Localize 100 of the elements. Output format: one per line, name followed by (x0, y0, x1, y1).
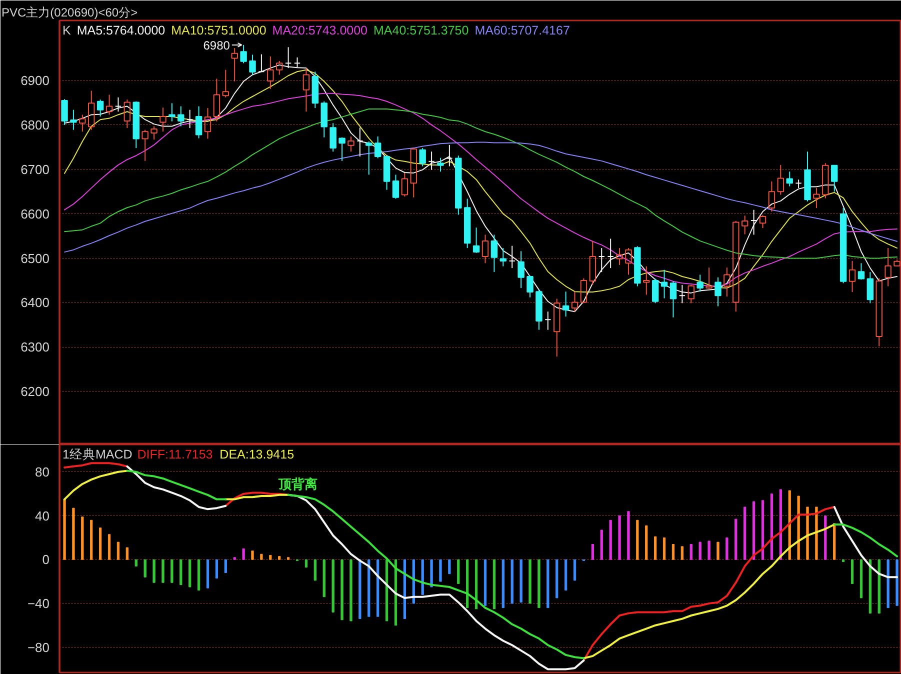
y-tick-label: 6500 (20, 250, 50, 266)
bar (188, 559, 192, 588)
candlestick (195, 106, 202, 139)
candlestick (168, 102, 176, 122)
bar (556, 559, 558, 598)
bar (116, 542, 120, 560)
bar (502, 559, 504, 608)
annotation: 顶背离 (277, 476, 318, 492)
bar (564, 559, 568, 591)
bar (492, 559, 496, 610)
bar (90, 520, 93, 560)
candlestick (750, 209, 758, 236)
bar (690, 544, 692, 560)
bar (448, 559, 451, 574)
legend-title: 1经典MACD (62, 448, 132, 462)
bar (716, 542, 720, 560)
candlestick (508, 245, 516, 269)
bar (734, 518, 738, 560)
bar (546, 559, 550, 608)
candlestick (428, 151, 435, 170)
bar (538, 559, 540, 608)
candlestick (312, 71, 319, 109)
bar (484, 559, 487, 606)
candlestick (88, 90, 95, 130)
bar (304, 559, 308, 568)
bar (72, 508, 75, 560)
bar (636, 520, 639, 560)
bar (698, 542, 702, 560)
bar (63, 499, 66, 560)
bar (242, 548, 245, 560)
bar (439, 559, 442, 582)
bar (162, 559, 164, 583)
y-tick-label: 6400 (20, 295, 50, 310)
bar (170, 559, 174, 583)
text: DEA:13.9415 (220, 448, 294, 462)
bar (108, 534, 111, 560)
bar (520, 559, 522, 603)
text: MA10:5751.0000 (171, 24, 266, 38)
bar (815, 506, 818, 560)
bar (278, 556, 281, 560)
bar (824, 516, 827, 560)
bar (340, 559, 344, 620)
y-tick-label: 6800 (20, 117, 50, 132)
bar (878, 559, 880, 614)
candlestick (186, 109, 194, 129)
y-tick-label: −40 (27, 596, 50, 611)
bar (260, 554, 263, 560)
bar (744, 506, 746, 560)
chart-title: PVC主力(020690)<60分> (2, 6, 138, 20)
bar (662, 537, 666, 560)
bar (358, 559, 362, 620)
candlestick (500, 248, 507, 267)
candlestick (356, 127, 364, 157)
bar (573, 559, 576, 581)
bar (206, 559, 210, 588)
bar (98, 528, 102, 560)
candlestick (204, 108, 212, 140)
bar (806, 506, 809, 560)
bar (860, 559, 863, 598)
candlestick (70, 109, 77, 130)
y-tick-label: 6300 (20, 340, 50, 355)
bar (144, 559, 146, 578)
candlestick (267, 56, 274, 90)
bar (726, 537, 728, 560)
bar (376, 559, 380, 617)
bar (850, 559, 854, 584)
text: MA60:5707.4167 (474, 24, 570, 38)
candlestick (678, 284, 686, 304)
candlestick (544, 311, 552, 330)
candlestick (884, 248, 892, 287)
candlestick (124, 99, 131, 129)
bar (627, 511, 630, 560)
bar (654, 536, 657, 560)
bar (368, 559, 370, 617)
bar (180, 559, 182, 586)
bar (591, 544, 594, 560)
y-tick-label: 6200 (20, 384, 50, 400)
annotation: 6980 (203, 38, 230, 52)
candlestick (848, 260, 856, 293)
candlestick (213, 78, 220, 122)
text: MA20:5743.0000 (272, 24, 368, 38)
candlestick (598, 248, 605, 273)
bar (385, 559, 388, 622)
candlestick (786, 171, 793, 187)
bar (430, 559, 433, 588)
bar (833, 523, 836, 560)
bar (322, 559, 326, 598)
candlestick (464, 198, 471, 249)
y-tick-label: 40 (35, 508, 50, 524)
bar (672, 544, 675, 560)
candlestick (160, 107, 166, 132)
bar (126, 547, 128, 560)
bar (457, 559, 460, 584)
line-series (64, 142, 898, 253)
candlestick (714, 276, 722, 307)
bar (421, 559, 424, 595)
bar (752, 501, 756, 560)
bar (528, 559, 532, 604)
bar (770, 494, 774, 560)
candlestick (643, 266, 650, 296)
